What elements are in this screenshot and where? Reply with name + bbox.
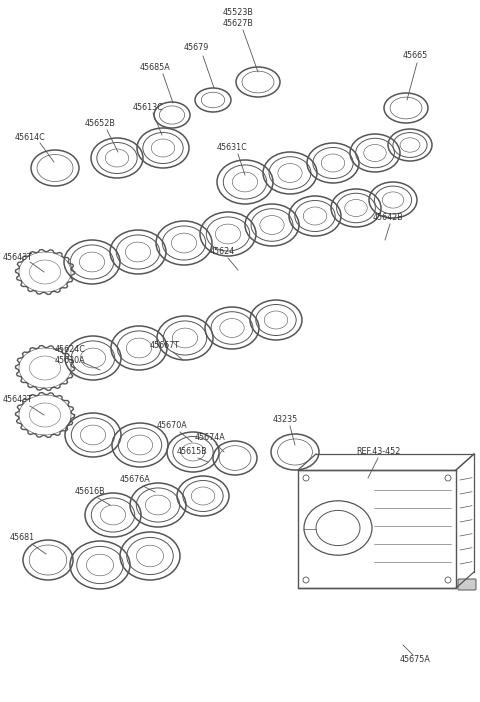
Text: 45642B: 45642B [372, 213, 403, 223]
Text: 45679: 45679 [183, 44, 209, 53]
Text: 45643T: 45643T [3, 395, 33, 404]
Text: 45676A: 45676A [120, 475, 150, 484]
Text: 45674A: 45674A [194, 434, 226, 442]
Text: 45614C: 45614C [14, 133, 46, 143]
Text: 43235: 43235 [272, 416, 298, 425]
Text: 45670A: 45670A [156, 421, 187, 430]
Text: 45665: 45665 [402, 51, 428, 60]
Text: 45613C: 45613C [132, 103, 163, 112]
Text: 45624C
45630A: 45624C 45630A [55, 345, 85, 365]
Text: REF.43-452: REF.43-452 [356, 447, 400, 456]
Text: 45643T: 45643T [3, 253, 33, 263]
Text: 45675A: 45675A [399, 656, 431, 665]
Text: 45685A: 45685A [140, 63, 170, 72]
FancyBboxPatch shape [458, 579, 476, 590]
Text: 45616B: 45616B [75, 487, 105, 496]
Text: 45624: 45624 [209, 248, 235, 256]
Text: 45615B: 45615B [177, 447, 207, 456]
Text: 45523B
45627B: 45523B 45627B [223, 8, 253, 27]
Text: 45631C: 45631C [216, 143, 247, 152]
Text: 45652B: 45652B [84, 119, 115, 128]
Text: 45681: 45681 [10, 534, 35, 543]
Text: 45667T: 45667T [150, 341, 180, 350]
